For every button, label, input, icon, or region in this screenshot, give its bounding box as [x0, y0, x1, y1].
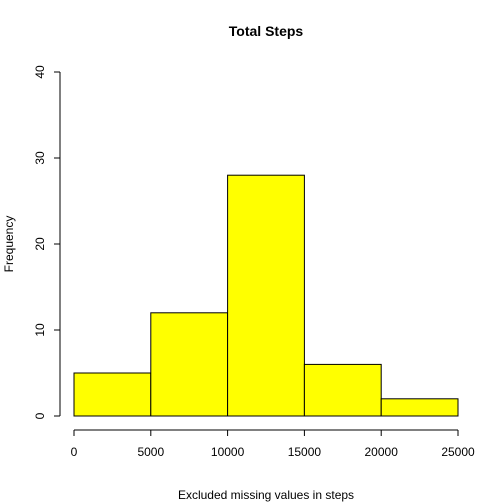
y-tick-label: 10 — [33, 323, 47, 337]
x-axis-label: Excluded missing values in steps — [178, 488, 354, 502]
histogram-bar-4 — [303, 363, 382, 417]
x-tick-label: 0 — [71, 445, 78, 459]
y-axis: 0 10 20 30 40 — [33, 65, 61, 419]
y-tick-label: 40 — [33, 65, 47, 79]
histogram-bar-2 — [150, 312, 229, 417]
y-tick-label: 0 — [33, 412, 47, 419]
y-axis-label: Frequency — [2, 216, 16, 273]
x-tick-label: 10000 — [211, 445, 245, 459]
x-tick-label: 25000 — [441, 445, 475, 459]
y-tick-label: 20 — [33, 237, 47, 251]
histogram-bar-1 — [73, 372, 152, 417]
bars — [73, 174, 459, 417]
x-tick-label: 15000 — [288, 445, 322, 459]
x-tick-label: 20000 — [365, 445, 399, 459]
y-tick-label: 30 — [33, 151, 47, 165]
x-tick-label: 5000 — [137, 445, 164, 459]
chart-title: Total Steps — [229, 23, 304, 39]
x-axis: 0 5000 10000 15000 20000 25000 — [71, 429, 475, 459]
histogram-bar-5 — [380, 398, 459, 417]
histogram-bar-3 — [227, 174, 305, 417]
